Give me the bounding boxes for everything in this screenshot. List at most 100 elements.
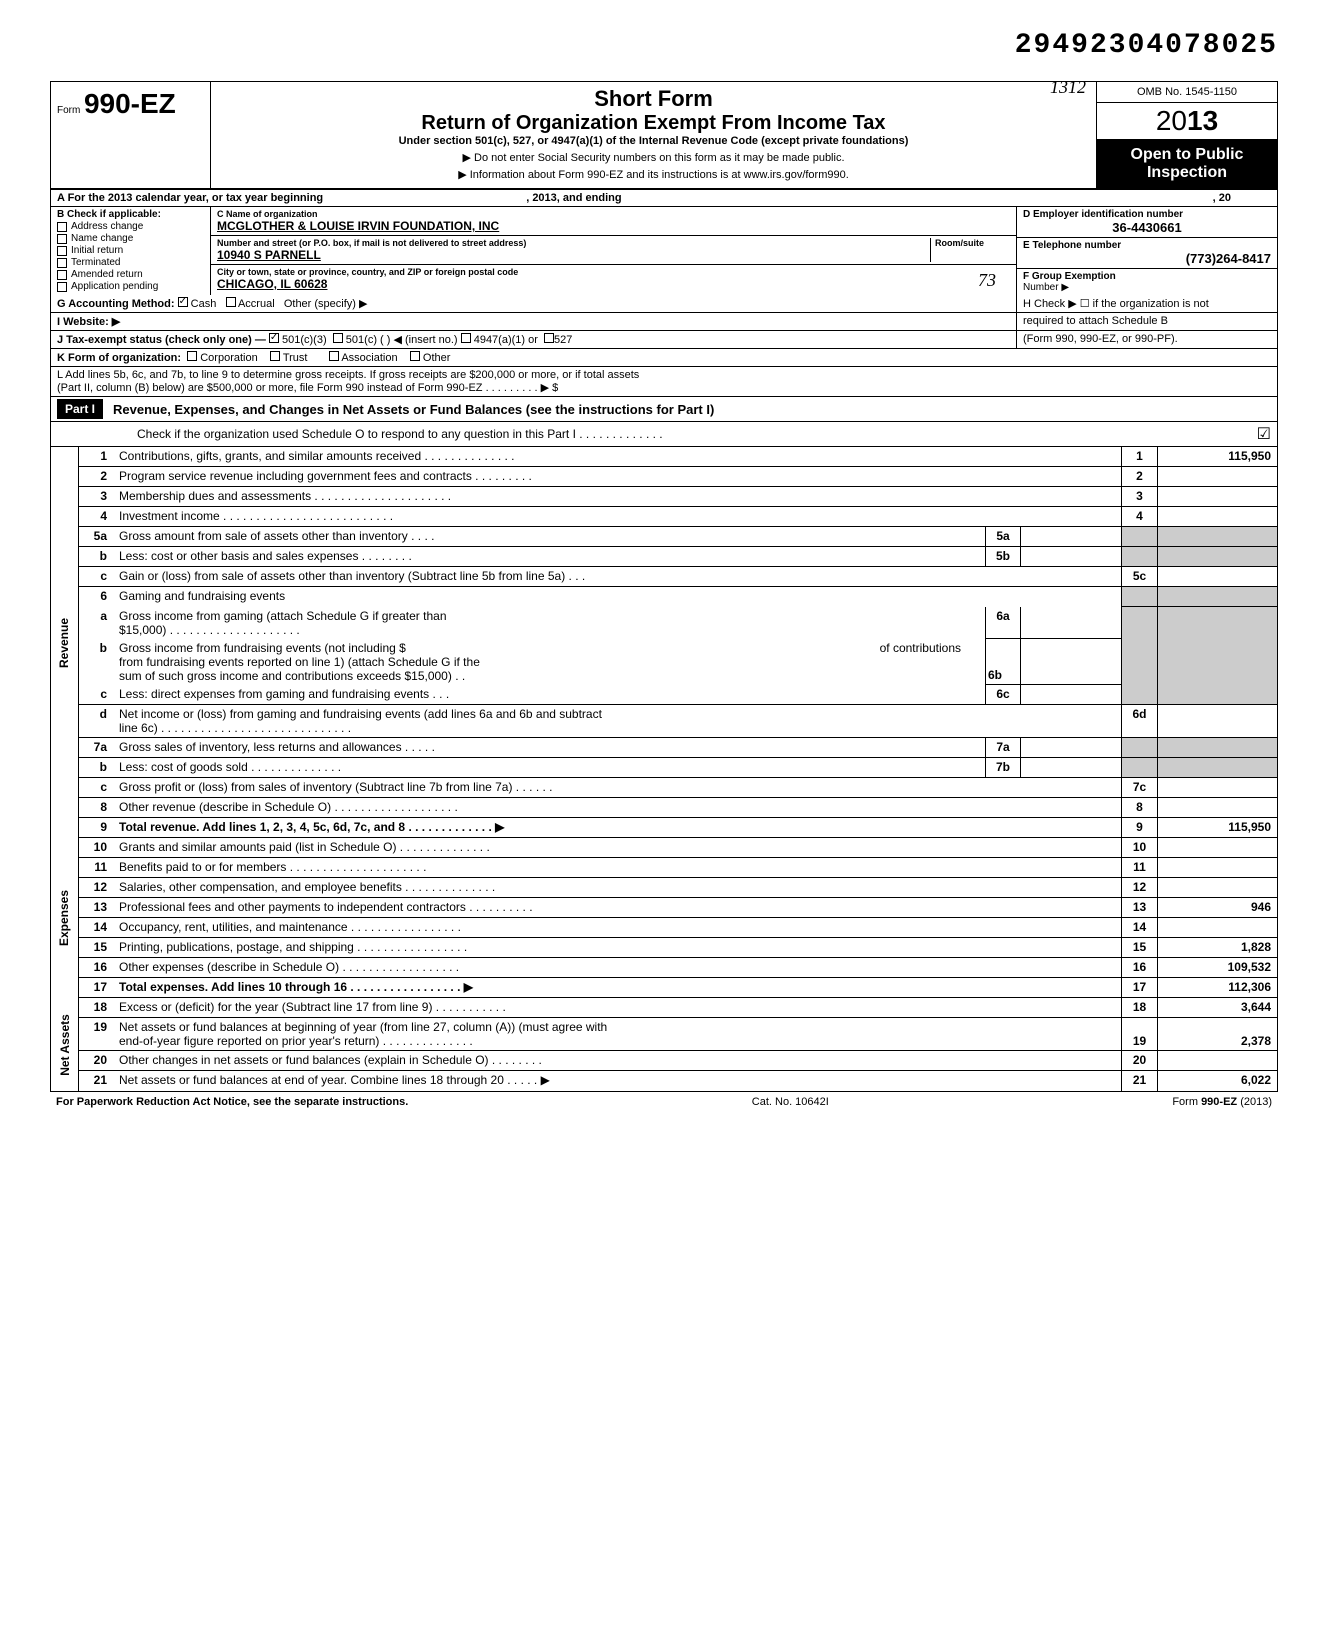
line-7a-box: 7a bbox=[985, 738, 1021, 757]
line-7b-desc: Less: cost of goods sold . . . . . . . .… bbox=[115, 758, 985, 777]
tax-year: 2013 bbox=[1097, 103, 1277, 140]
revenue-sidebar: Revenue bbox=[51, 447, 79, 838]
line-3-desc: Membership dues and assessments . . . . … bbox=[115, 487, 1121, 506]
revenue-lines: 1Contributions, gifts, grants, and simil… bbox=[79, 447, 1277, 838]
handwritten-73: 73 bbox=[978, 270, 996, 291]
line-17: 17Total expenses. Add lines 10 through 1… bbox=[79, 978, 1277, 998]
footer: For Paperwork Reduction Act Notice, see … bbox=[50, 1092, 1278, 1112]
assoc-label: Association bbox=[341, 352, 397, 364]
group-exemption-label: F Group Exemption bbox=[1023, 271, 1271, 282]
line-18-amt: 3,644 bbox=[1157, 998, 1277, 1017]
section-a-row: A For the 2013 calendar year, or tax yea… bbox=[51, 190, 1277, 207]
form-title-box: Short Form Return of Organization Exempt… bbox=[211, 82, 1097, 188]
line-6b-desc: Gross income from fundraising events (no… bbox=[119, 641, 406, 655]
form-number: 990-EZ bbox=[84, 88, 176, 119]
line-20-desc: Other changes in net assets or fund bala… bbox=[115, 1051, 1121, 1070]
line-8-desc: Other revenue (describe in Schedule O) .… bbox=[115, 798, 1121, 817]
line-18-desc: Excess or (deficit) for the year (Subtra… bbox=[115, 998, 1121, 1017]
check-terminated[interactable]: Terminated bbox=[57, 257, 204, 268]
header-right: OMB No. 1545-1150 2013 Open to Public In… bbox=[1097, 82, 1277, 188]
check-address-change[interactable]: Address change bbox=[57, 221, 204, 232]
line-1-desc: Contributions, gifts, grants, and simila… bbox=[115, 447, 1121, 466]
section-a-end: , 20 bbox=[1213, 192, 1231, 204]
year-bold: 13 bbox=[1187, 105, 1218, 136]
section-e: E Telephone number (773)264-8417 bbox=[1017, 238, 1277, 269]
check-assoc[interactable] bbox=[329, 351, 339, 361]
line-6: 6Gaming and fundraising events bbox=[79, 587, 1277, 607]
subtitle: Under section 501(c), 527, or 4947(a)(1)… bbox=[219, 135, 1088, 147]
org-name-row: C Name of organization MCGLOTHER & LOUIS… bbox=[211, 207, 1016, 236]
omb-number: OMB No. 1545-1150 bbox=[1097, 82, 1277, 103]
section-a: A For the 2013 calendar year, or tax yea… bbox=[51, 190, 1277, 206]
check-initial-return[interactable]: Initial return bbox=[57, 245, 204, 256]
netassets-sidebar: Net Assets bbox=[51, 998, 79, 1091]
check-trust[interactable] bbox=[270, 351, 280, 361]
l-line2: (Part II, column (B) below) are $500,000… bbox=[57, 381, 1271, 394]
room-suite: Room/suite bbox=[930, 238, 1010, 262]
line-20-amt bbox=[1157, 1051, 1277, 1070]
info-link: ▶ Information about Form 990-EZ and its … bbox=[219, 168, 1088, 181]
h-label: H Check ▶ ☐ if the organization is not bbox=[1023, 297, 1271, 310]
year-prefix: 20 bbox=[1156, 105, 1187, 136]
check-501c[interactable] bbox=[333, 333, 343, 343]
line-6b-desc2: of contributions bbox=[880, 641, 961, 655]
part1-checkbox[interactable]: ☑ bbox=[1257, 424, 1271, 444]
line-7c-amt bbox=[1157, 778, 1277, 797]
form-prefix: Form bbox=[57, 105, 80, 116]
line-19-amt: 2,378 bbox=[1157, 1018, 1277, 1050]
check-cash[interactable] bbox=[178, 297, 188, 307]
line-6d: dNet income or (loss) from gaming and fu… bbox=[79, 705, 1277, 738]
line-5b-box: 5b bbox=[985, 547, 1021, 566]
check-527[interactable] bbox=[544, 333, 554, 343]
opt-527: 527 bbox=[554, 334, 572, 346]
line-14-desc: Occupancy, rent, utilities, and maintena… bbox=[115, 918, 1121, 937]
check-accrual[interactable] bbox=[226, 297, 236, 307]
check-501c3[interactable] bbox=[269, 333, 279, 343]
line-5a-box: 5a bbox=[985, 527, 1021, 546]
check-name-change[interactable]: Name change bbox=[57, 233, 204, 244]
check-pending[interactable]: Application pending bbox=[57, 281, 204, 292]
line-16-desc: Other expenses (describe in Schedule O) … bbox=[115, 958, 1121, 977]
identity-section: B Check if applicable: Address change Na… bbox=[51, 207, 1277, 295]
accounting-label: G Accounting Method: bbox=[57, 298, 175, 310]
netassets-section: Net Assets 18Excess or (deficit) for the… bbox=[51, 998, 1277, 1091]
section-l: L Add lines 5b, 6c, and 7b, to line 9 to… bbox=[51, 367, 1277, 397]
line-11: 11Benefits paid to or for members . . . … bbox=[79, 858, 1277, 878]
line-15: 15Printing, publications, postage, and s… bbox=[79, 938, 1277, 958]
check-4947[interactable] bbox=[461, 333, 471, 343]
part1-header-row: Part I Revenue, Expenses, and Changes in… bbox=[51, 397, 1277, 422]
city: CHICAGO, IL 60628 bbox=[217, 277, 1010, 291]
opt-501c3: 501(c)(3) bbox=[282, 334, 327, 346]
line-17-amt: 112,306 bbox=[1157, 978, 1277, 997]
line-16: 16Other expenses (describe in Schedule O… bbox=[79, 958, 1277, 978]
line-7c-desc: Gross profit or (loss) from sales of inv… bbox=[115, 778, 1121, 797]
line-6b-box: 6b bbox=[985, 639, 1021, 685]
line-16-amt: 109,532 bbox=[1157, 958, 1277, 977]
section-d: D Employer identification number 36-4430… bbox=[1017, 207, 1277, 238]
city-row: City or town, state or province, country… bbox=[211, 265, 1016, 293]
phone-label: E Telephone number bbox=[1023, 240, 1271, 251]
check-other-org[interactable] bbox=[410, 351, 420, 361]
line-6b-desc4: sum of such gross income and contributio… bbox=[119, 669, 465, 683]
line-5a-desc: Gross amount from sale of assets other t… bbox=[115, 527, 985, 546]
line-3: 3Membership dues and assessments . . . .… bbox=[79, 487, 1277, 507]
check-corp[interactable] bbox=[187, 351, 197, 361]
opt-insert: ) ◀ (insert no.) bbox=[387, 334, 458, 346]
check-label: Terminated bbox=[71, 257, 120, 268]
expenses-section: Expenses 10Grants and similar amounts pa… bbox=[51, 838, 1277, 998]
check-label: Address change bbox=[71, 221, 143, 232]
accrual-label: Accrual bbox=[238, 298, 275, 310]
corp-label: Corporation bbox=[200, 352, 257, 364]
org-name: MCGLOTHER & LOUISE IRVIN FOUNDATION, INC bbox=[217, 219, 1010, 233]
line-21-desc: Net assets or fund balances at end of ye… bbox=[115, 1071, 1121, 1091]
line-6c-desc: Less: direct expenses from gaming and fu… bbox=[115, 685, 985, 704]
check-amended[interactable]: Amended return bbox=[57, 269, 204, 280]
line-5c: cGain or (loss) from sale of assets othe… bbox=[79, 567, 1277, 587]
line-12-amt bbox=[1157, 878, 1277, 897]
phone-value: (773)264-8417 bbox=[1023, 251, 1271, 266]
line-7a-desc: Gross sales of inventory, less returns a… bbox=[115, 738, 985, 757]
line-19-desc: Net assets or fund balances at beginning… bbox=[119, 1020, 607, 1034]
line-1: 1Contributions, gifts, grants, and simil… bbox=[79, 447, 1277, 467]
part1-check-row: Check if the organization used Schedule … bbox=[51, 422, 1277, 447]
line-14-amt bbox=[1157, 918, 1277, 937]
